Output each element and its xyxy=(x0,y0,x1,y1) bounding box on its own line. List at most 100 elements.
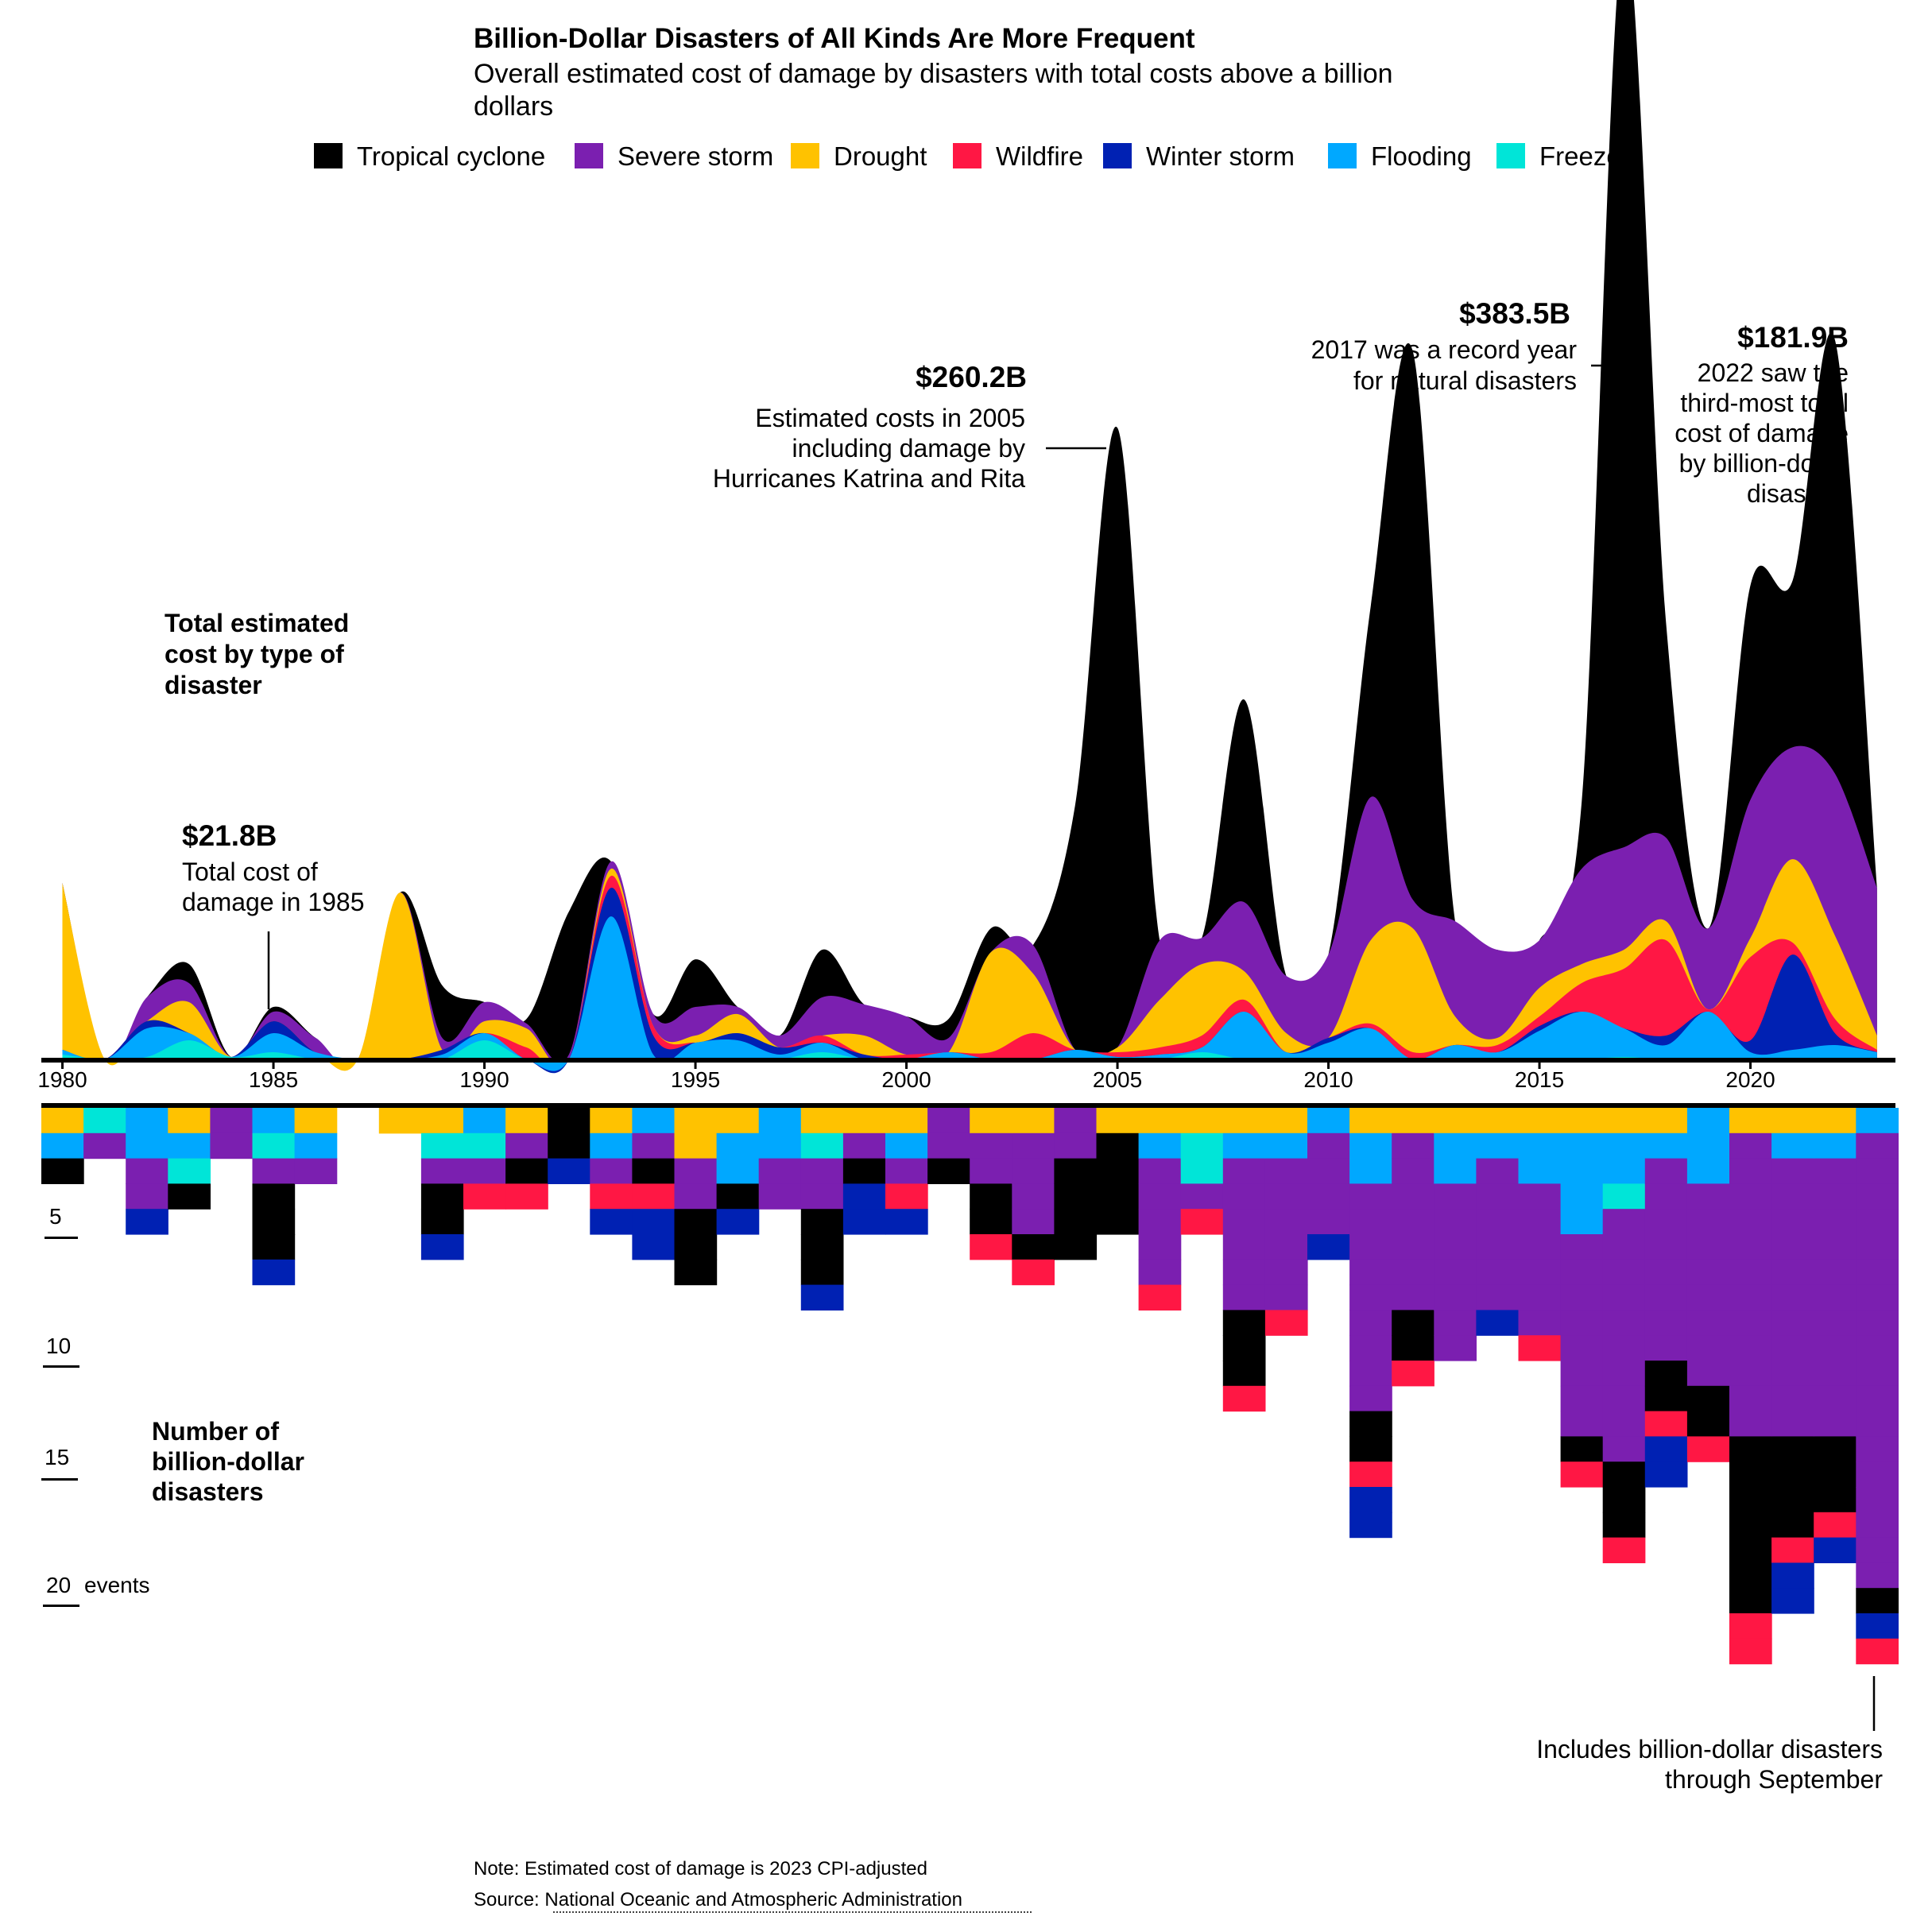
count-column-2006 xyxy=(1138,1108,1182,1310)
count-cell-drought xyxy=(885,1108,928,1134)
count-cell-tropical-cyclone xyxy=(1644,1361,1688,1387)
count-cell-flooding xyxy=(126,1108,168,1134)
count-cell-freeze xyxy=(83,1108,126,1134)
count-column-1999 xyxy=(842,1108,886,1235)
count-cell-severe-storm xyxy=(210,1108,254,1134)
count-cell-severe-storm xyxy=(842,1132,886,1160)
count-cell-severe-storm xyxy=(1518,1310,1562,1336)
stream-layer-drought xyxy=(62,859,1877,1071)
count-column-1989 xyxy=(420,1108,464,1260)
count-cell-drought xyxy=(1814,1108,1857,1134)
count-cell-severe-storm xyxy=(505,1132,548,1160)
count-cell-severe-storm xyxy=(1814,1361,1857,1387)
count-cell-severe-storm xyxy=(1560,1361,1604,1387)
count-cell-tropical-cyclone xyxy=(1392,1310,1434,1336)
count-section-label: Number of billion-dollar disasters xyxy=(152,1417,304,1506)
count-cell-severe-storm xyxy=(1686,1310,1730,1336)
legend-label-flooding: Flooding xyxy=(1371,141,1472,171)
count-cell-severe-storm xyxy=(758,1183,802,1210)
count-cell-severe-storm xyxy=(1856,1487,1899,1513)
count-column-2018 xyxy=(1644,1108,1688,1488)
count-cell-drought xyxy=(378,1108,422,1134)
count-column-1984 xyxy=(210,1108,254,1160)
count-cell-severe-storm xyxy=(1771,1284,1814,1310)
count-cell-drought xyxy=(168,1108,211,1134)
count-cell-severe-storm xyxy=(1222,1284,1266,1310)
count-cell-severe-storm xyxy=(1012,1183,1055,1210)
count-cell-severe-storm xyxy=(1729,1209,1772,1235)
count-cell-severe-storm xyxy=(1602,1436,1646,1462)
count-cell-severe-storm xyxy=(1856,1209,1899,1235)
count-cell-tropical-cyclone xyxy=(970,1183,1012,1210)
count-cell-severe-storm xyxy=(1856,1562,1899,1589)
count-cell-winter-storm xyxy=(548,1158,590,1184)
count-cell-severe-storm xyxy=(1814,1310,1857,1336)
count-column-2022 xyxy=(1814,1108,1857,1563)
count-cell-severe-storm xyxy=(1856,1132,1899,1160)
annotation-2005-line2: including damage by xyxy=(792,434,1025,463)
count-column-2021 xyxy=(1771,1108,1814,1614)
count-cell-wildfire xyxy=(1264,1310,1308,1336)
year-tick-mark-2020 xyxy=(1749,1063,1752,1069)
count-column-1988 xyxy=(378,1108,422,1134)
count-column-1995 xyxy=(674,1108,718,1286)
count-cell-flooding xyxy=(590,1132,633,1160)
count-label-line3: disasters xyxy=(152,1477,264,1506)
count-cell-severe-storm xyxy=(1434,1310,1477,1336)
count-cell-severe-storm xyxy=(1560,1259,1604,1286)
count-cell-severe-storm xyxy=(1264,1234,1308,1260)
stream-layer-flooding xyxy=(62,916,1877,1071)
count-cell-severe-storm xyxy=(1602,1335,1646,1361)
count-cell-drought xyxy=(800,1108,844,1134)
count-cell-severe-storm xyxy=(927,1132,970,1160)
count-cell-severe-storm xyxy=(1729,1183,1772,1210)
count-cell-severe-storm xyxy=(1602,1411,1646,1437)
count-cell-winter-storm xyxy=(1856,1613,1899,1640)
count-cell-severe-storm xyxy=(1856,1310,1899,1336)
count-cell-severe-storm xyxy=(1856,1537,1899,1563)
count-cell-severe-storm xyxy=(1856,1234,1899,1260)
count-cell-tropical-cyclone xyxy=(1349,1411,1392,1437)
count-cell-tropical-cyclone xyxy=(1729,1461,1772,1488)
chart-subtitle-line1: Overall estimated cost of damage by disa… xyxy=(474,59,1393,89)
count-cell-severe-storm xyxy=(1644,1158,1688,1184)
count-cell-wildfire xyxy=(505,1183,548,1210)
count-cell-severe-storm xyxy=(1771,1259,1814,1286)
count-cell-tropical-cyclone xyxy=(674,1234,718,1260)
chart-subtitle-line2: dollars xyxy=(474,91,553,122)
count-cell-severe-storm xyxy=(1771,1361,1814,1387)
count-cell-severe-storm xyxy=(1349,1209,1392,1235)
count-cell-severe-storm xyxy=(1644,1284,1688,1310)
count-cell-tropical-cyclone xyxy=(674,1209,718,1235)
year-tick-1980: 1980 xyxy=(37,1067,87,1092)
annotation-2005-value: $260.2B xyxy=(916,361,1027,393)
count-cell-flooding xyxy=(1222,1132,1266,1160)
legend-label-severe-storm: Severe storm xyxy=(618,141,773,171)
year-tick-2000: 2000 xyxy=(881,1067,931,1092)
count-cell-severe-storm xyxy=(970,1158,1012,1184)
annotation-2022-line1: 2022 saw the xyxy=(1698,358,1849,387)
count-cell-severe-storm xyxy=(1856,1335,1899,1361)
legend: Tropical cyclone Severe storm Drought Wildf… xyxy=(314,141,1621,171)
count-cell-tropical-cyclone xyxy=(1644,1385,1688,1412)
count-cell-severe-storm xyxy=(1856,1411,1899,1437)
count-cell-wildfire xyxy=(885,1183,928,1210)
count-cell-severe-storm xyxy=(1814,1234,1857,1260)
count-cell-severe-storm xyxy=(1856,1361,1899,1387)
count-cell-tropical-cyclone xyxy=(927,1158,970,1184)
count-column-1997 xyxy=(758,1108,802,1210)
count-cell-flooding xyxy=(758,1108,802,1134)
year-tick-mark-1990 xyxy=(483,1063,486,1069)
count-cell-tropical-cyclone xyxy=(1560,1436,1604,1462)
footer-source-link[interactable]: National Oceanic and Atmospheric Adminis… xyxy=(544,1889,962,1911)
cost-label-line3: disaster xyxy=(165,671,262,699)
count-cell-flooding xyxy=(1560,1209,1604,1235)
legend-swatch-freeze xyxy=(1496,143,1525,168)
count-cell-winter-storm xyxy=(1644,1461,1688,1488)
count-cell-freeze xyxy=(168,1158,211,1184)
count-cell-flooding xyxy=(1686,1132,1730,1160)
count-cell-flooding xyxy=(1686,1108,1730,1134)
count-cell-winter-storm xyxy=(632,1234,676,1260)
count-column-2002 xyxy=(970,1108,1012,1260)
year-tick-2015: 2015 xyxy=(1515,1067,1564,1092)
